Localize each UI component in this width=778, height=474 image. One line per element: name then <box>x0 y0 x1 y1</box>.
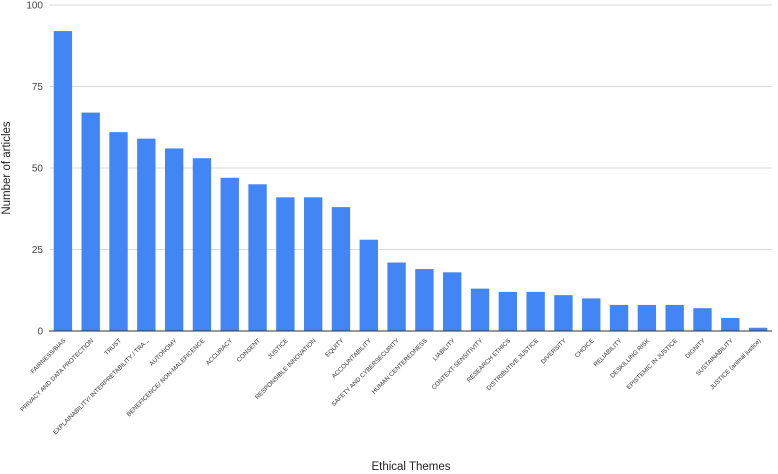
y-tick-label: 50 <box>32 164 44 175</box>
y-tick-label: 75 <box>32 82 44 93</box>
bar <box>164 148 184 331</box>
x-tick-label: DISTRIBUTIVE JUSTICE <box>486 337 541 392</box>
bar <box>276 197 295 331</box>
gridlines <box>49 4 772 250</box>
x-tick-label: TRUST <box>103 337 123 357</box>
x-tick-label: CONTEXT-SENSITIVITY <box>431 337 485 391</box>
bar <box>81 112 100 331</box>
bar <box>415 269 434 331</box>
x-tick-label: AUTONOMY <box>148 337 178 367</box>
x-tick-label: JUSTICE <box>267 337 290 360</box>
bar <box>526 291 545 331</box>
bar <box>498 291 518 331</box>
x-tick-label: CHOICE <box>574 337 596 359</box>
bar <box>582 298 601 331</box>
bar <box>554 295 573 331</box>
bar <box>53 31 73 332</box>
bar <box>331 207 351 331</box>
bar <box>637 304 657 331</box>
bar <box>303 197 323 331</box>
y-tick-label: 0 <box>37 327 43 338</box>
x-axis-title: Ethical Themes <box>371 461 450 473</box>
y-tick-label: 100 <box>26 1 43 12</box>
x-tick-label: RESPONSIBLE INNOVATION <box>254 337 318 401</box>
bar <box>470 288 490 331</box>
bar <box>137 138 156 331</box>
x-tick-label: HUMAN CENTEREDNESS <box>371 337 429 395</box>
x-tick-label: DIGNITY <box>684 337 707 360</box>
bar <box>109 132 128 331</box>
x-tick-label: DIVERSITY <box>540 337 568 365</box>
x-tick-label: ACCURACY <box>205 337 235 367</box>
y-tick-label: 25 <box>32 245 44 256</box>
bar <box>387 262 406 331</box>
bar <box>220 177 239 331</box>
bars <box>53 31 768 332</box>
x-tick-label: EQUITY <box>324 337 345 358</box>
y-axis-title: Number of articles <box>1 121 13 215</box>
x-tick-label: EXPLAINABILITY/ INTERPRETABILITY / TRA..… <box>52 337 151 436</box>
x-tick-label: EPISTEMIC IN JUSTICE <box>626 337 680 391</box>
bar <box>665 304 684 331</box>
x-tick-label: CONSENT <box>236 337 262 363</box>
x-tick-label: LIABILITY <box>432 337 457 362</box>
bar <box>748 327 768 331</box>
bar <box>693 308 712 331</box>
bar <box>721 317 740 331</box>
bar <box>609 304 629 331</box>
bar <box>192 158 212 331</box>
bar <box>443 272 462 331</box>
y-axis-ticks: 0 25 50 75 100 <box>26 1 43 338</box>
bar <box>359 239 378 331</box>
x-tick-label: JUSTICE (animal justice) <box>709 337 763 391</box>
bar <box>248 184 267 331</box>
